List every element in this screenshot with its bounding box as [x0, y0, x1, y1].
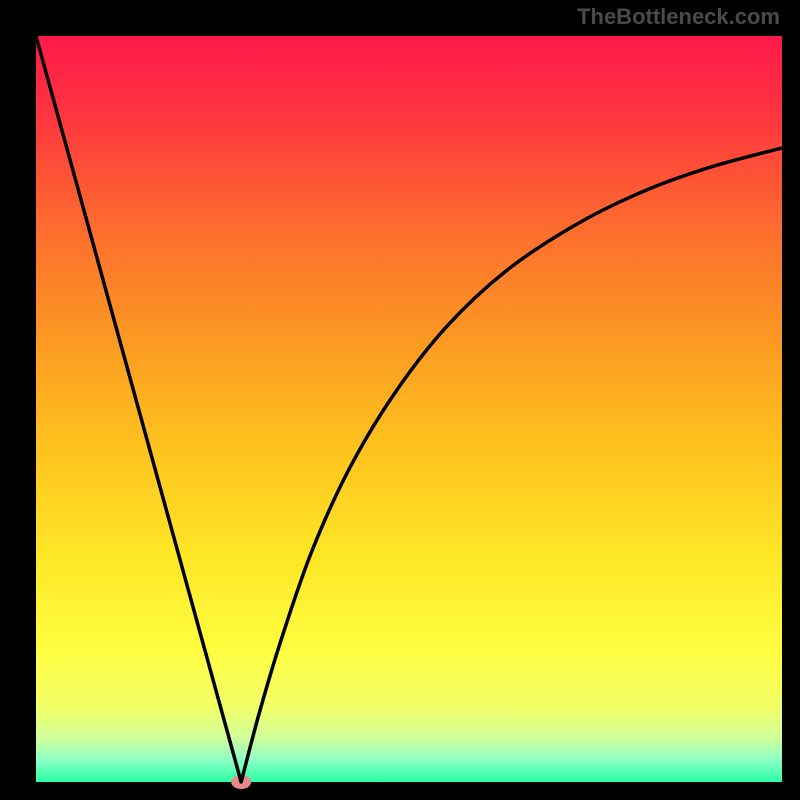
watermark-text: TheBottleneck.com	[577, 4, 780, 30]
chart-container: TheBottleneck.com	[0, 0, 800, 800]
chart-svg	[0, 0, 800, 800]
plot-background	[36, 36, 782, 782]
